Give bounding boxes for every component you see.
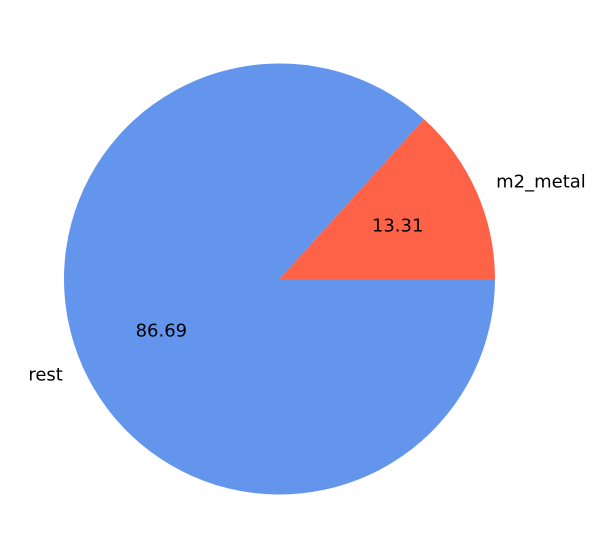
slice-label-m2-metal: m2_metal: [496, 172, 586, 193]
slice-value-m2-metal: 13.31: [372, 215, 424, 236]
pie-slice-rest: [63, 63, 495, 495]
slice-label-rest: rest: [28, 364, 63, 385]
pie-slices: [63, 63, 495, 495]
slice-value-rest: 86.69: [136, 321, 188, 342]
pie-slice-m2-metal: [279, 119, 495, 279]
pie-labels: m2_metal 13.31 rest 86.69: [28, 172, 585, 386]
